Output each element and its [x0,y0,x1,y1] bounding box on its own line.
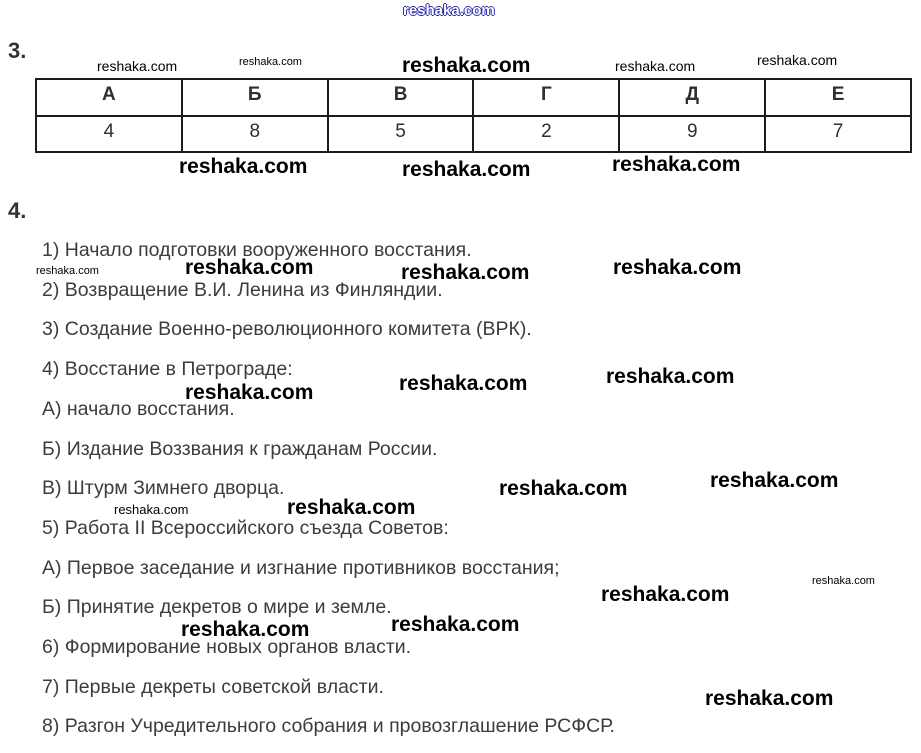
question-4-label: 4. [8,198,27,223]
list-item: А) начало восстания. [42,397,235,420]
list-item: 6) Формирование новых органов власти. [42,636,412,658]
watermark-text: reshaka.com [114,502,189,517]
watermark-text: reshaka.com [391,613,520,636]
watermark-text: reshaka.com [403,2,495,19]
watermark-text: reshaka.com [499,477,628,500]
watermark-text: reshaka.com [615,58,696,74]
table-value-cell: 9 [618,115,767,153]
watermark-text: reshaka.com [181,618,310,641]
watermark-text: reshaka.com [606,365,735,388]
table-header-cell: А [35,78,183,117]
list-item: В) Штурм Зимнего дворца. [42,477,285,500]
list-item: 1) Начало подготовки вооруженного восста… [42,239,472,261]
watermark-text: reshaka.com [613,256,742,279]
list-item: 3) Создание Военно-революционного комите… [42,318,532,341]
list-item: 7) Первые декреты советской власти. [42,675,384,698]
list-item: 2) Возвращение В.И. Ленина из Финляндии. [42,278,443,301]
watermark-text: reshaka.com [402,158,531,181]
list-item: Б) Издание Воззвания к гражданам России. [42,437,438,460]
watermark-text: reshaka.com [705,687,834,710]
table-value-cell: 4 [35,115,183,153]
watermark-text: reshaka.com [757,52,838,68]
watermark-text: reshaka.com [287,496,416,519]
table-header-cell: Д [618,78,767,117]
watermark-text: reshaka.com [399,372,528,395]
watermark-text: reshaka.com [36,265,99,277]
list-item: 8) Разгон Учредительного собрания и пров… [42,715,615,738]
table-header-cell: Б [180,78,329,117]
watermark-text: reshaka.com [612,153,741,176]
watermark-text: reshaka.com [179,155,308,178]
watermark-text: reshaka.com [97,58,178,74]
table-value-cell: 2 [472,115,621,153]
watermark-text: reshaka.com [710,469,839,492]
list-item: 5) Работа II Всероссийского съезда Совет… [42,516,449,539]
watermark-text: reshaka.com [401,261,530,284]
question-3-label: 3. [8,38,27,63]
table-header-cell: В [326,78,475,117]
watermark-text: reshaka.com [185,256,314,279]
list-item: Б) Принятие декретов о мире и земле. [42,596,392,619]
list-item: А) Первое заседание и изгнание противник… [42,556,560,579]
list-item: 4) Восстание в Петрограде: [42,358,293,381]
watermark-text: reshaka.com [402,54,531,77]
watermark-text: reshaka.com [812,575,875,587]
watermark-text: reshaka.com [185,381,314,404]
watermark-text: reshaka.com [239,56,302,68]
table-value-cell: 8 [180,115,329,153]
watermark-text: reshaka.com [601,583,730,606]
table-header-cell: Г [472,78,621,117]
table-value-cell: 7 [764,115,912,153]
table-header-cell: Е [764,78,912,117]
table-value-cell: 5 [326,115,475,153]
